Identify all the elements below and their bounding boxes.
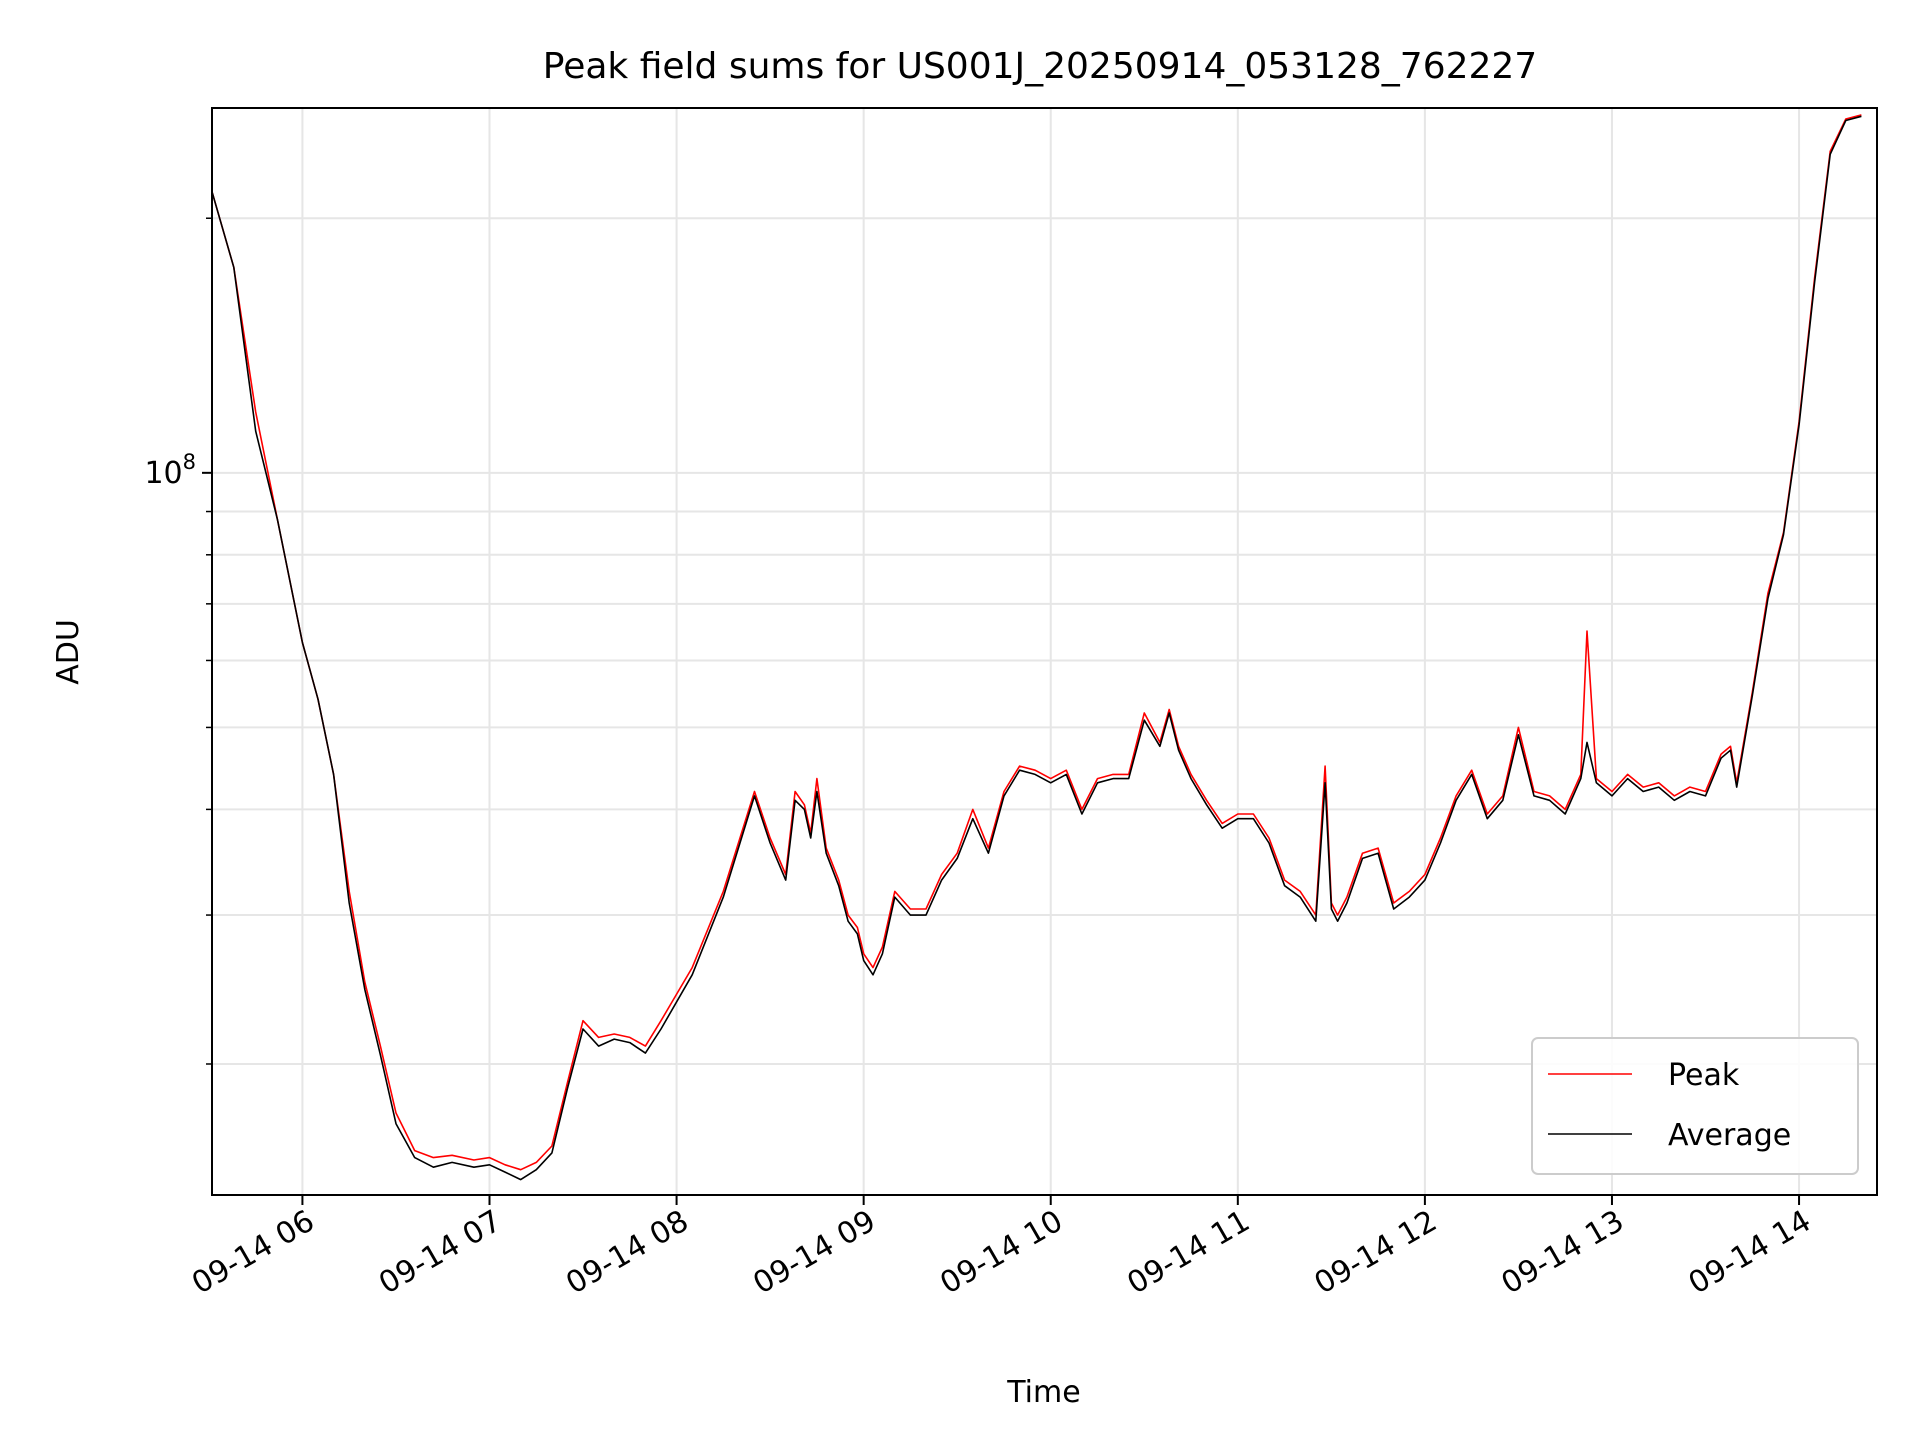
series-line-peak xyxy=(211,114,1862,1171)
legend: Peak Average xyxy=(1531,1037,1859,1175)
y-tick-label: 108 xyxy=(144,450,196,491)
x-axis-label: Time xyxy=(1006,1375,1080,1410)
series-line-average xyxy=(211,115,1862,1181)
legend-label-peak: Peak xyxy=(1668,1058,1740,1093)
chart-title: Peak field sums for US001J_20250914_0531… xyxy=(543,46,1537,87)
series-layer xyxy=(211,114,1862,1181)
legend-box xyxy=(1531,1037,1859,1175)
y-axis-label: ADU xyxy=(51,619,86,685)
legend-label-average: Average xyxy=(1668,1118,1791,1153)
plot-area-frame xyxy=(211,107,1878,1196)
y-axis-ticks: 108 xyxy=(144,217,212,1065)
